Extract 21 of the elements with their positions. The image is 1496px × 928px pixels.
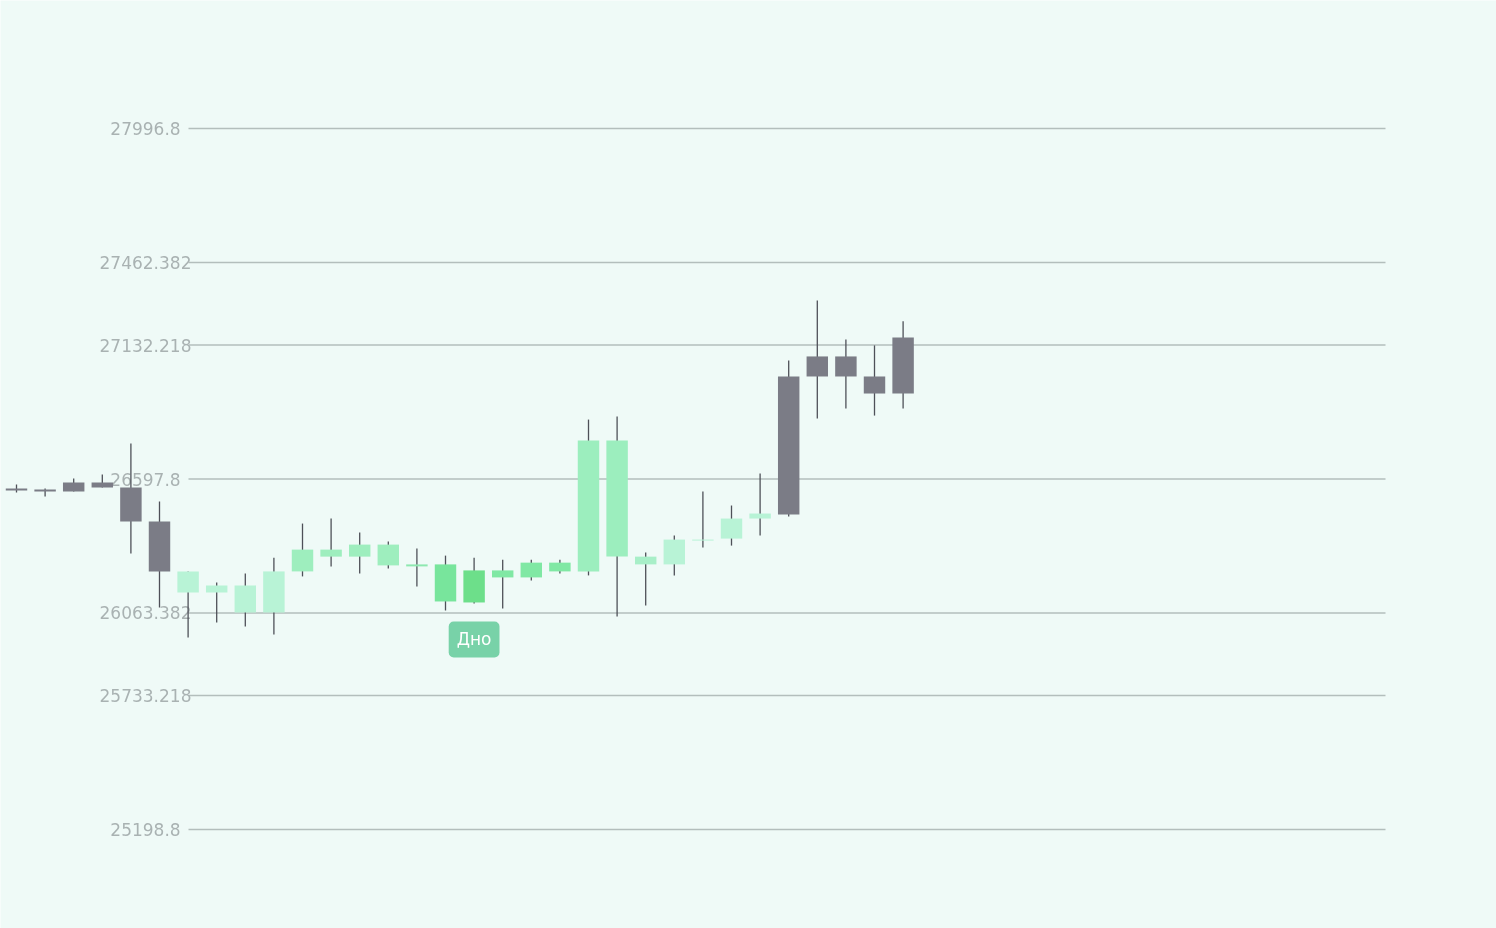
annotation: Дно — [456, 629, 492, 650]
candlestick — [520, 558, 543, 582]
candlestick — [377, 540, 400, 570]
y-tick-label: 25198.8 — [110, 820, 181, 841]
candlestick — [205, 581, 228, 624]
candlestick — [348, 531, 371, 575]
y-tick-label: 25733.218 — [99, 686, 192, 707]
candlestick — [491, 558, 514, 610]
candlestick — [320, 517, 342, 568]
candlestick — [406, 547, 428, 588]
y-tick-label: 27132.218 — [99, 335, 192, 356]
candlestick — [835, 338, 857, 410]
candlestick — [749, 472, 771, 537]
candlestick — [720, 504, 743, 547]
candlestick — [291, 522, 314, 578]
candlestick — [863, 344, 886, 417]
y-tick-label: 27462.382 — [99, 252, 192, 273]
candlestick — [806, 299, 829, 420]
candlestick — [34, 487, 56, 498]
candlestick — [692, 490, 714, 549]
y-tick-label: 27996.8 — [110, 119, 181, 139]
